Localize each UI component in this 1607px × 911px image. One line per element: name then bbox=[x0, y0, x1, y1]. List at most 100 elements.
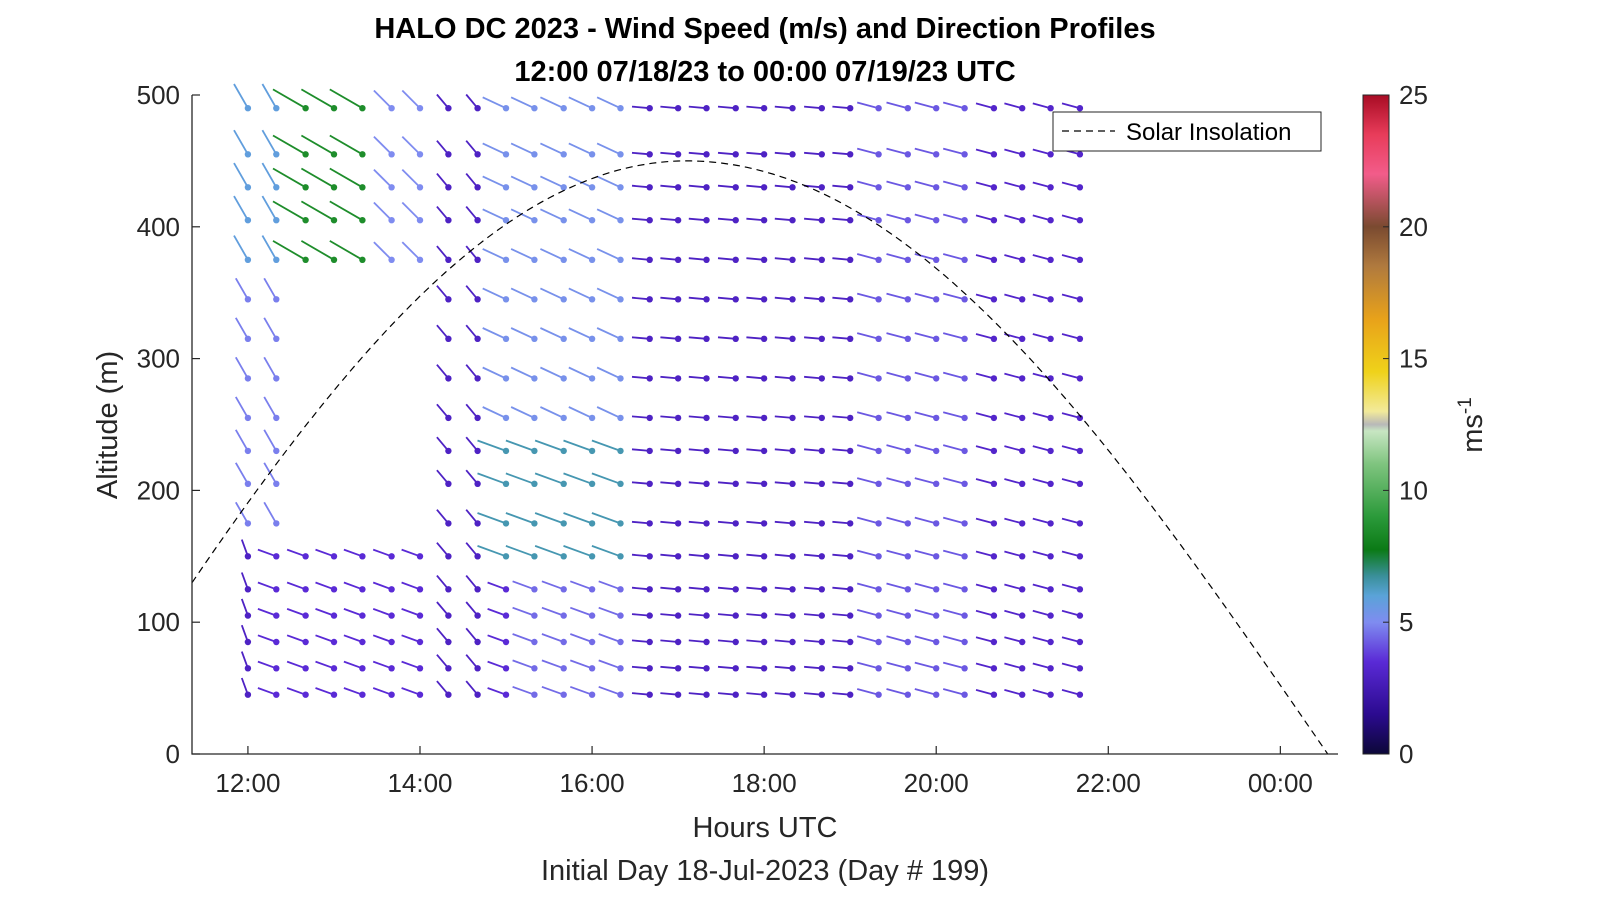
wind-barb-dot bbox=[818, 447, 825, 455]
wind-barb-dot bbox=[388, 586, 395, 593]
wind-barb bbox=[540, 366, 565, 380]
wind-barb-dot bbox=[617, 105, 624, 112]
wind-barb-dot bbox=[302, 638, 309, 646]
wind-barb-dot bbox=[416, 691, 424, 698]
wind-barb bbox=[856, 516, 879, 525]
wind-barb-dot bbox=[847, 375, 854, 382]
wind-barb-dot bbox=[445, 256, 452, 263]
wind-barb bbox=[914, 444, 937, 452]
wind-barb-dot bbox=[273, 586, 280, 593]
wind-barb-dot bbox=[875, 520, 882, 527]
wind-barbs bbox=[233, 83, 1084, 698]
x-tick-label: 22:00 bbox=[1076, 768, 1141, 798]
wind-barb bbox=[510, 287, 535, 301]
wind-barb bbox=[272, 200, 307, 221]
chart-title: HALO DC 2023 - Wind Speed (m/s) and Dire… bbox=[374, 13, 1155, 45]
wind-barb-dot bbox=[703, 296, 710, 303]
wind-barb-dot bbox=[990, 520, 998, 527]
wind-barb-dot bbox=[904, 296, 911, 303]
wind-barb-dot bbox=[933, 691, 940, 698]
wind-barb-dot bbox=[1076, 151, 1084, 158]
wind-barb-dot bbox=[388, 665, 395, 672]
wind-barb-dot bbox=[732, 612, 739, 619]
wind-barb-dot bbox=[760, 375, 768, 382]
wind-barb-dot bbox=[416, 665, 424, 672]
wind-barb-dot bbox=[646, 691, 653, 698]
wind-barb-dot bbox=[617, 414, 624, 422]
wind-barb-dot bbox=[933, 447, 940, 455]
wind-barb-dot bbox=[474, 447, 481, 455]
wind-barb-dot bbox=[445, 553, 452, 560]
wind-barb bbox=[286, 581, 306, 591]
wind-barb-dot bbox=[961, 184, 968, 191]
wind-barb bbox=[942, 688, 965, 696]
wind-barb bbox=[401, 581, 421, 591]
wind-barb bbox=[942, 213, 965, 222]
wind-barb bbox=[856, 253, 879, 261]
wind-barb-dot bbox=[847, 553, 854, 560]
wind-barb-dot bbox=[875, 665, 882, 672]
wind-barb-dot bbox=[990, 375, 998, 382]
wind-barb bbox=[329, 200, 363, 221]
wind-barb bbox=[505, 439, 535, 452]
wind-barb-dot bbox=[646, 520, 653, 527]
wind-barb bbox=[942, 444, 965, 452]
wind-barb-dot bbox=[990, 414, 998, 422]
wind-barb-dot bbox=[646, 335, 653, 342]
wind-barb bbox=[568, 96, 593, 110]
wind-barb-dot bbox=[732, 414, 739, 422]
wind-barb-dot bbox=[588, 612, 596, 619]
wind-barb-dot bbox=[617, 480, 624, 487]
wind-barb bbox=[233, 235, 249, 261]
wind-barb bbox=[315, 634, 335, 643]
wind-barb-dot bbox=[674, 414, 682, 422]
wind-barb-dot bbox=[445, 296, 452, 303]
wind-barb-dot bbox=[1076, 480, 1084, 487]
wind-barb bbox=[598, 580, 621, 591]
wind-barb-dot bbox=[1047, 184, 1054, 191]
wind-barb-dot bbox=[875, 414, 882, 422]
wind-barb bbox=[568, 208, 593, 222]
wind-barb-dot bbox=[1076, 217, 1084, 224]
wind-barb-dot bbox=[818, 691, 825, 698]
x-tick-label: 12:00 bbox=[215, 768, 280, 798]
wind-barb bbox=[257, 581, 277, 591]
wind-barb-dot bbox=[847, 335, 854, 342]
wind-barb-dot bbox=[388, 151, 395, 158]
wind-barb-dot bbox=[847, 447, 854, 455]
wind-barb bbox=[569, 580, 593, 591]
wind-barb-dot bbox=[330, 691, 338, 698]
wind-barb-dot bbox=[961, 375, 968, 382]
wind-barb bbox=[596, 248, 621, 261]
wind-barb-dot bbox=[703, 586, 710, 593]
wind-barb-dot bbox=[703, 375, 710, 382]
wind-barb bbox=[856, 213, 879, 222]
wind-barb-dot bbox=[416, 105, 424, 112]
wind-barb bbox=[541, 685, 565, 696]
x-tick-label: 20:00 bbox=[904, 768, 969, 798]
wind-barb-dot bbox=[502, 480, 510, 487]
wind-barb-dot bbox=[961, 335, 968, 342]
wind-barb bbox=[300, 88, 335, 109]
wind-barb-dot bbox=[789, 375, 796, 382]
wind-barb-dot bbox=[933, 217, 940, 224]
wind-barb-dot bbox=[732, 665, 739, 672]
wind-barb-dot bbox=[646, 105, 653, 112]
wind-barb-dot bbox=[990, 638, 998, 646]
wind-barb bbox=[373, 89, 393, 109]
wind-barb bbox=[596, 175, 621, 189]
wind-barb-dot bbox=[933, 612, 940, 619]
wind-barb-dot bbox=[474, 217, 481, 224]
wind-barb-dot bbox=[1019, 586, 1026, 593]
wind-barb bbox=[886, 411, 909, 419]
wind-barb bbox=[233, 129, 249, 155]
wind-barb bbox=[569, 606, 593, 617]
wind-barb-dot bbox=[588, 691, 596, 698]
wind-barb-dot bbox=[847, 665, 854, 672]
wind-barb bbox=[401, 241, 421, 261]
wind-barb-dot bbox=[474, 553, 481, 560]
wind-barb-dot bbox=[474, 335, 481, 342]
wind-barb-dot bbox=[732, 335, 739, 342]
wind-barb bbox=[914, 609, 937, 617]
wind-barb-dot bbox=[904, 691, 911, 698]
